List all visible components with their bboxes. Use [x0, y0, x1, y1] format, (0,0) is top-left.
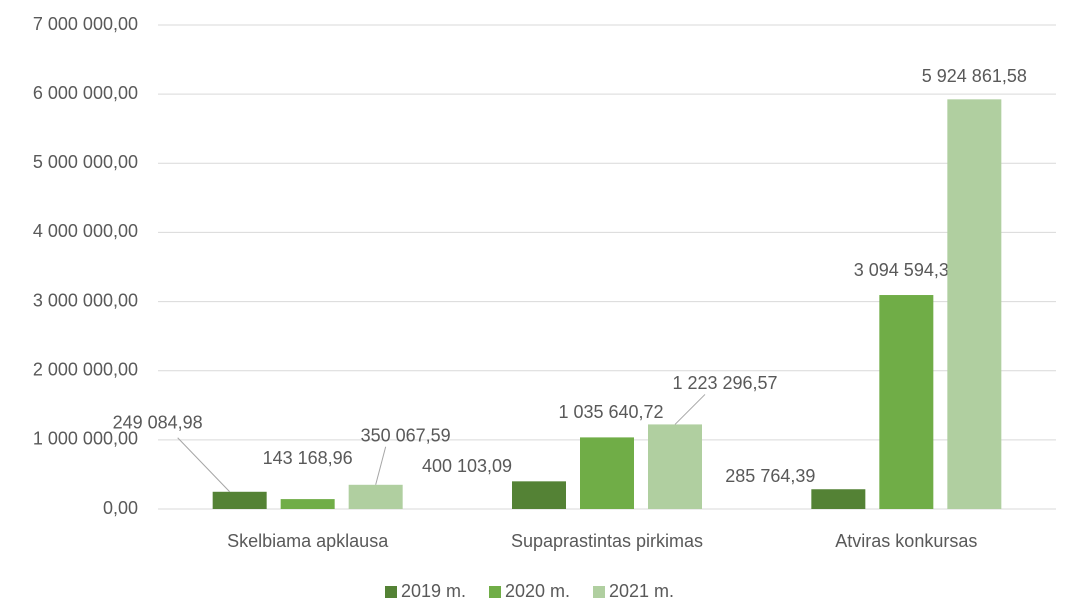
bar: [947, 99, 1002, 510]
y-tick-label: 4 000 000,00: [33, 221, 138, 241]
bar: [580, 437, 634, 509]
legend-swatch: [593, 586, 605, 598]
bar: [648, 424, 702, 509]
leader-line: [375, 446, 387, 485]
legend-label: 2020 m.: [505, 581, 570, 601]
data-label: 285 764,39: [725, 466, 815, 486]
y-tick-label: 1 000 000,00: [33, 429, 138, 449]
data-label: 143 168,96: [263, 448, 353, 468]
x-tick-label: Skelbiama apklausa: [227, 531, 389, 551]
data-label: 5 924 861,58: [922, 66, 1027, 86]
legend-label: 2021 m.: [609, 581, 674, 601]
y-tick-label: 6 000 000,00: [33, 83, 138, 103]
leader-line: [177, 437, 231, 493]
data-label: 400 103,09: [422, 456, 512, 476]
legend-label: 2019 m.: [401, 581, 466, 601]
bar: [348, 484, 403, 509]
bar: [512, 481, 566, 509]
y-tick-label: 2 000 000,00: [33, 359, 138, 379]
legend-swatch: [489, 586, 501, 598]
bar: [879, 295, 934, 509]
y-tick-label: 0,00: [103, 498, 138, 518]
data-label: 1 035 640,72: [558, 402, 663, 422]
bar: [280, 499, 335, 509]
y-tick-label: 5 000 000,00: [33, 152, 138, 172]
x-tick-label: Atviras konkursas: [835, 531, 977, 551]
data-label: 1 223 296,57: [672, 373, 777, 393]
x-tick-label: Supaprastintas pirkimas: [511, 531, 703, 551]
data-label: 3 094 594,30: [854, 260, 959, 280]
bar: [212, 491, 267, 509]
leader-line: [674, 394, 706, 425]
y-tick-label: 7 000 000,00: [33, 14, 138, 34]
data-label: 350 067,59: [361, 426, 451, 446]
data-label: 249 084,98: [113, 413, 203, 433]
bar: [811, 489, 866, 509]
y-tick-label: 3 000 000,00: [33, 290, 138, 310]
legend-swatch: [385, 586, 397, 598]
